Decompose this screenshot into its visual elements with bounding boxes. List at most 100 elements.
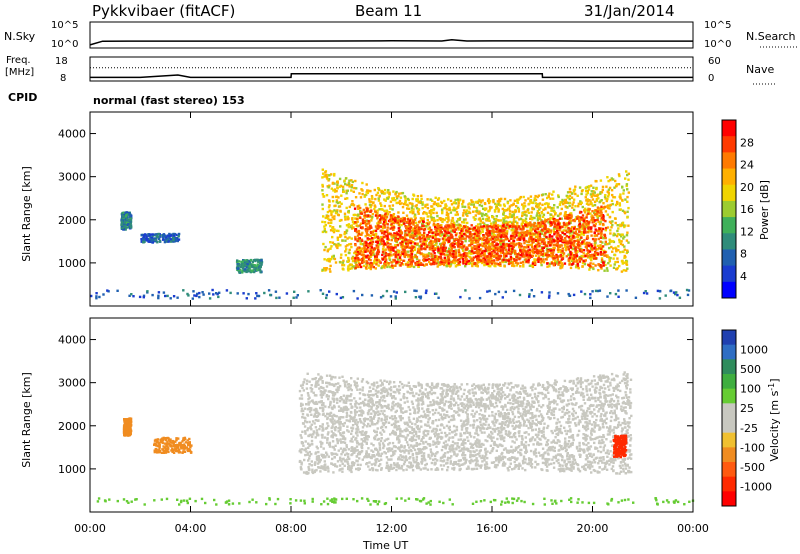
freq-unit: [MHz]	[5, 67, 34, 78]
power-cell	[432, 260, 436, 264]
power-cell	[522, 237, 526, 241]
power-cell	[403, 195, 406, 198]
power-cell	[553, 210, 556, 213]
power-cell	[423, 253, 426, 257]
power-cell	[391, 198, 395, 202]
power-cell	[332, 229, 335, 232]
power-cell	[391, 208, 394, 211]
power-cell	[409, 241, 413, 245]
power-cell	[541, 215, 545, 218]
power-cell	[409, 226, 413, 229]
power-cell	[543, 252, 547, 256]
power-cell	[362, 250, 366, 253]
power-cell	[594, 241, 597, 244]
power-cell	[339, 235, 342, 238]
power-cell	[590, 215, 593, 218]
power-cell	[453, 246, 456, 249]
power-cell	[421, 217, 424, 221]
power-cell	[547, 221, 550, 224]
power-cell	[342, 190, 345, 193]
power-cell	[556, 234, 559, 237]
power-cell	[545, 258, 548, 261]
power-cell	[436, 219, 439, 222]
power-cell	[625, 184, 628, 188]
power-cell	[409, 236, 412, 239]
power-cell	[540, 248, 543, 252]
power-cell	[530, 223, 533, 226]
power-cell	[563, 243, 567, 246]
power-cell	[686, 293, 690, 297]
power-cell	[515, 216, 519, 219]
power-cell	[369, 255, 372, 258]
power-cell	[431, 245, 435, 248]
power-cell	[366, 189, 369, 192]
power-cell	[578, 230, 581, 233]
power-cell	[410, 264, 413, 268]
power-cell	[491, 244, 494, 247]
power-cell	[394, 217, 397, 220]
power-cell	[448, 236, 452, 239]
power-cell	[452, 238, 456, 241]
power-cell	[368, 244, 371, 247]
power-cell	[407, 232, 411, 235]
power-cell	[425, 239, 428, 242]
power-cell	[509, 253, 512, 256]
power-cell	[361, 293, 364, 297]
power-cell	[410, 248, 414, 252]
power-cell	[447, 262, 450, 265]
power-cell	[430, 208, 433, 212]
power-cell	[479, 252, 482, 255]
power-cell	[485, 213, 488, 216]
power-cell	[542, 258, 545, 261]
power-cell	[580, 254, 583, 258]
power-cell	[621, 221, 625, 224]
power-cell	[472, 236, 475, 239]
power-cell	[387, 189, 390, 192]
power-cell	[568, 197, 571, 201]
power-cell	[422, 236, 425, 240]
power-cell	[582, 219, 585, 222]
power-cell	[537, 255, 541, 258]
power-cell	[330, 218, 333, 222]
power-cell	[464, 265, 467, 268]
power-cell	[534, 202, 538, 205]
power-cell	[444, 233, 447, 236]
power-cell	[445, 204, 448, 208]
power-cell	[576, 216, 579, 219]
power-cell	[417, 208, 421, 211]
power-cell	[386, 235, 389, 238]
power-cell	[505, 251, 508, 254]
power-cell	[625, 262, 628, 266]
power-cell	[395, 291, 398, 294]
power-cell	[532, 232, 536, 235]
power-cell	[424, 246, 427, 249]
power-cell	[458, 260, 462, 264]
power-cell	[125, 215, 128, 218]
power-cell	[274, 290, 278, 293]
power-cell	[437, 249, 440, 252]
power-cell	[549, 221, 553, 224]
power-cell	[367, 210, 370, 213]
power-cell	[417, 265, 420, 268]
power-cell	[526, 249, 530, 252]
power-cell	[526, 209, 529, 212]
power-cell	[420, 227, 423, 231]
power-cell	[594, 212, 597, 216]
power-cell	[509, 236, 513, 239]
power-cell	[443, 241, 446, 244]
power-cell	[501, 296, 504, 299]
power-cell	[383, 232, 386, 236]
power-cell	[522, 227, 525, 230]
power-cell	[624, 224, 627, 227]
power-cell	[547, 204, 550, 207]
power-cell	[383, 242, 386, 245]
power-cell	[515, 224, 518, 228]
power-cell	[426, 254, 429, 257]
power-cell	[574, 249, 577, 252]
power-cell	[404, 250, 407, 254]
power-cell	[558, 226, 562, 229]
power-cell	[608, 238, 611, 241]
power-cell	[535, 225, 538, 228]
power-cell	[564, 239, 567, 242]
power-cell	[616, 200, 619, 204]
